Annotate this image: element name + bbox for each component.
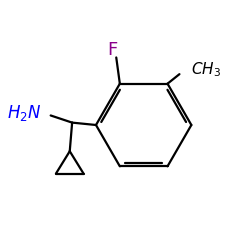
Text: F: F <box>108 41 118 59</box>
Text: $H_2N$: $H_2N$ <box>7 103 41 123</box>
Text: $CH_3$: $CH_3$ <box>192 60 221 79</box>
